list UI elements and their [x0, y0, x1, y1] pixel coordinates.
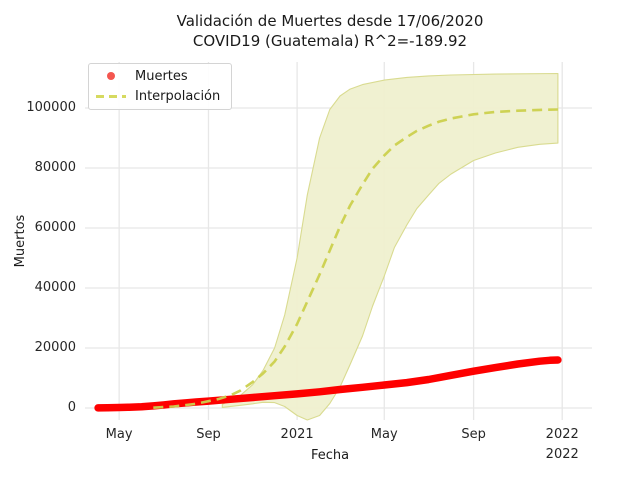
x-year-annotation: 2022 — [545, 447, 579, 462]
y-tick-label: 100000 — [26, 99, 76, 115]
y-tick-label: 80000 — [34, 159, 76, 175]
legend: Muertes Interpolación — [88, 63, 232, 110]
legend-item-muertes: Muertes — [93, 66, 227, 86]
interpolation-line — [153, 108, 558, 409]
dash-sample-icon — [96, 95, 126, 99]
scatter-marker-icon — [93, 72, 129, 81]
chart-title-line2: COVID19 (Guatemala) R^2=-189.92 — [192, 32, 468, 50]
x-tick-label: 2021 — [280, 427, 314, 442]
red-dot-icon — [107, 72, 115, 81]
x-tick-label: May — [370, 427, 398, 442]
legend-item-interpolacion: Interpolación — [93, 87, 227, 107]
x-tick-label: 2022 — [545, 427, 579, 442]
x-tick-label: Sep — [461, 427, 486, 442]
chart-title-line1: Validación de Muertes desde 17/06/2020 — [176, 12, 484, 30]
x-axis-label: Fecha — [310, 448, 350, 463]
y-tick-label: 0 — [67, 399, 76, 415]
chart-title: Validación de Muertes desde 17/06/2020 C… — [10, 11, 640, 51]
x-tick-label: May — [105, 427, 133, 442]
y-tick-label: 60000 — [34, 219, 76, 235]
dashed-line-icon — [93, 94, 129, 99]
x-tick-label: Sep — [196, 427, 221, 442]
y-axis-label: Muertos — [13, 214, 28, 268]
legend-label: Interpolación — [135, 89, 221, 105]
y-tick-label: 40000 — [34, 279, 76, 295]
deaths-line — [94, 356, 562, 412]
y-tick-label: 20000 — [34, 339, 76, 355]
legend-label: Muertes — [135, 68, 188, 84]
series-layer — [94, 72, 562, 421]
confidence-band — [221, 72, 559, 421]
